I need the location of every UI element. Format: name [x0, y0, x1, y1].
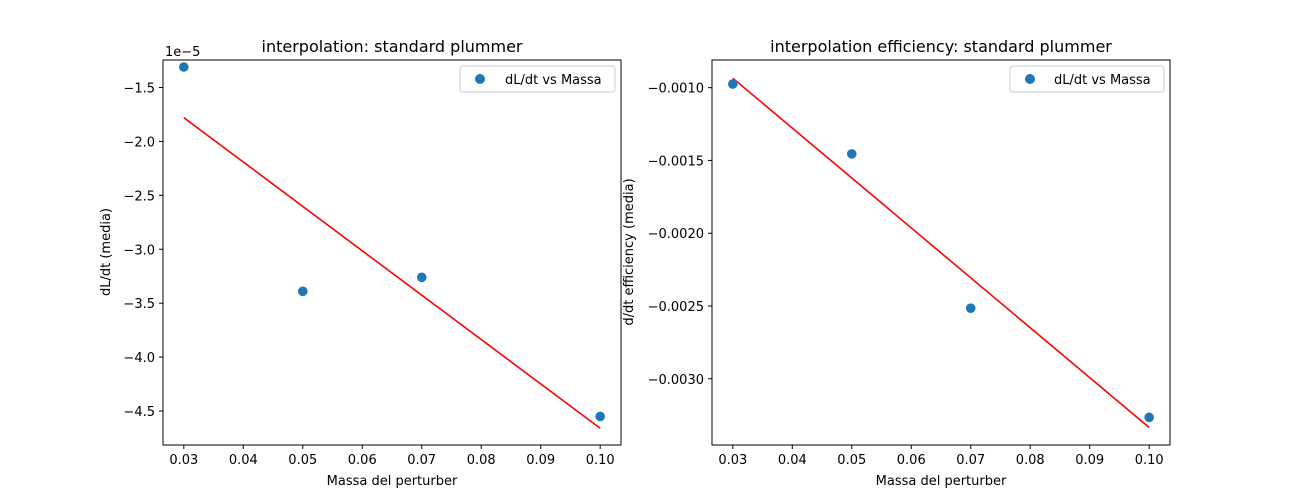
subplot-2-title: interpolation efficiency: standard plumm…: [770, 37, 1112, 56]
subplot-1-xlabel: Massa del perturber: [327, 474, 458, 489]
subplot-1-legend-label: dL/dt vs Massa: [505, 73, 602, 88]
subplot-1-frame: [162, 59, 622, 446]
x-tick-label: 0.09: [1075, 453, 1104, 468]
data-point: [416, 272, 427, 283]
y-tick-label: −0.0025: [648, 300, 704, 315]
subplot-1-ylabel: dL/dt (media): [99, 208, 114, 296]
subplot-1-plot-area: 0.03 0.04 0.05 0.06 0.07 0.08 0.09 0.10 −4.5 −4.0…: [123, 62, 615, 468]
y-tick-label: −2.0: [123, 135, 155, 150]
x-tick-label: 0.06: [348, 453, 377, 468]
y-tick-label: −3.5: [123, 297, 155, 312]
x-tick-label: 0.07: [956, 453, 985, 468]
y-tick-label: −0.0010: [648, 82, 704, 97]
data-point: [728, 79, 738, 89]
y-tick-label: −1.5: [123, 82, 155, 97]
x-tick-label: 0.03: [718, 453, 747, 468]
x-tick-label: 0.10: [1135, 453, 1164, 468]
data-point: [965, 303, 976, 313]
y-tick-label: −3.0: [123, 243, 155, 258]
data-point: [179, 62, 189, 72]
subplot-1-legend-marker: [475, 74, 485, 84]
x-tick-label: 0.09: [526, 453, 555, 468]
fit-line: [732, 77, 1150, 429]
subplot-1-legend-box: [459, 65, 616, 93]
x-tick-label: 0.05: [288, 453, 317, 468]
y-tick-label: −0.0030: [648, 373, 704, 388]
subplot-2: interpolation efficiency: standard plumm…: [622, 37, 1171, 489]
subplot-2-plot-area: 0.03 0.04 0.05 0.06 0.07 0.08 0.09 0.10 −0.0030 −…: [648, 77, 1164, 468]
y-tick-label: −4.5: [123, 405, 155, 420]
subplot-2-legend-box: [1009, 65, 1165, 93]
x-tick-label: 0.04: [229, 453, 258, 468]
data-point: [297, 286, 308, 297]
subplot-2-legend-marker: [1025, 74, 1035, 84]
data-point: [595, 411, 605, 422]
y-tick-label: −0.0020: [648, 227, 704, 242]
x-tick-label: 0.07: [407, 453, 436, 468]
subplot-1-title: interpolation: standard plummer: [262, 37, 523, 56]
fit-line: [183, 117, 601, 429]
x-tick-label: 0.03: [169, 453, 198, 468]
x-tick-label: 0.08: [1016, 453, 1045, 468]
y-tick-label: −0.0015: [648, 154, 704, 169]
x-tick-label: 0.04: [778, 453, 807, 468]
subplot-1: interpolation: standard plummer 1e−5 0.0…: [99, 37, 622, 489]
x-tick-label: 0.05: [837, 453, 866, 468]
y-tick-label: −2.5: [123, 189, 155, 204]
subplot-2-legend-label: dL/dt vs Massa: [1054, 73, 1151, 88]
data-point: [846, 149, 857, 159]
subplot-1-offset-text: 1e−5: [165, 45, 200, 60]
x-tick-label: 0.10: [586, 453, 615, 468]
subplot-2-ylabel: d/dt efficiency (media): [622, 178, 637, 325]
y-tick-label: −4.0: [123, 351, 155, 366]
x-tick-label: 0.06: [897, 453, 926, 468]
data-point: [1144, 412, 1154, 423]
subplot-2-legend: dL/dt vs Massa: [1009, 65, 1165, 93]
subplot-2-xlabel: Massa del perturber: [876, 474, 1007, 489]
x-tick-label: 0.08: [467, 453, 496, 468]
subplot-2-frame: [711, 59, 1171, 446]
subplot-1-legend: dL/dt vs Massa: [459, 65, 616, 93]
